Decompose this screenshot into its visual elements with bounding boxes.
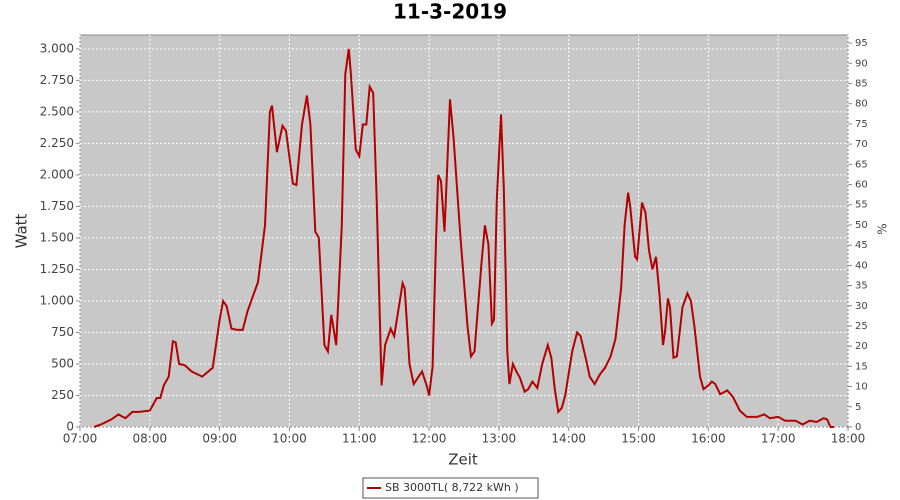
y2-tick-label: 55 bbox=[855, 200, 868, 211]
y-tick-label: 500 bbox=[51, 356, 74, 370]
y2-tick-label: 10 bbox=[855, 382, 868, 393]
y-tick-label: 750 bbox=[51, 325, 74, 339]
y2-tick-label: 35 bbox=[855, 281, 868, 292]
y-tick-label: 1.000 bbox=[40, 293, 74, 307]
plot-area bbox=[79, 34, 849, 428]
x-tick-label: 15:00 bbox=[621, 432, 656, 446]
y2-tick-label: 50 bbox=[855, 220, 868, 231]
chart-title: 11-3-2019 bbox=[393, 0, 507, 24]
y2-tick-label: 95 bbox=[855, 38, 868, 49]
y2-tick-label: 90 bbox=[855, 58, 868, 69]
y2-tick-label: 45 bbox=[855, 240, 868, 251]
y-tick-label: 1.250 bbox=[40, 262, 74, 276]
y-tick-label: 1.500 bbox=[40, 230, 74, 244]
y2-tick-label: 65 bbox=[855, 159, 868, 170]
y2-tick-label: 70 bbox=[855, 139, 868, 150]
y-tick-label: 0 bbox=[66, 420, 74, 434]
x-tick-label: 10:00 bbox=[272, 432, 307, 446]
x-axis-label: Zeit bbox=[448, 451, 478, 469]
y2-tick-label: 0 bbox=[855, 422, 861, 433]
x-tick-label: 16:00 bbox=[691, 432, 726, 446]
legend-label: SB 3000TL( 8,722 kWh ) bbox=[385, 481, 519, 494]
y2-tick-label: 40 bbox=[855, 260, 868, 271]
x-tick-label: 13:00 bbox=[482, 432, 517, 446]
y-tick-label: 2.250 bbox=[40, 136, 74, 150]
y2-tick-label: 20 bbox=[855, 341, 868, 352]
y2-tick-label: 85 bbox=[855, 78, 868, 89]
x-tick-label: 12:00 bbox=[412, 432, 447, 446]
x-tick-label: 17:00 bbox=[761, 432, 796, 446]
y-tick-label: 3.000 bbox=[40, 41, 74, 55]
y-tick-label: 1.750 bbox=[40, 199, 74, 213]
data-line bbox=[93, 48, 834, 428]
x-tick-label: 07:00 bbox=[63, 432, 98, 446]
y-axis-label: Watt bbox=[13, 213, 31, 248]
y2-tick-label: 5 bbox=[855, 402, 861, 413]
y-tick-label: 2.500 bbox=[40, 104, 74, 118]
y2-tick-label: 15 bbox=[855, 361, 868, 372]
y2-tick-label: 80 bbox=[855, 99, 868, 110]
x-tick-label: 18:00 bbox=[831, 432, 866, 446]
y2-axis-label: % bbox=[876, 223, 890, 234]
x-tick-label: 09:00 bbox=[202, 432, 237, 446]
y-tick-label: 2.750 bbox=[40, 73, 74, 87]
y2-tick-label: 60 bbox=[855, 180, 868, 191]
y2-tick-label: 75 bbox=[855, 119, 868, 130]
x-tick-label: 08:00 bbox=[133, 432, 168, 446]
y2-tick-label: 30 bbox=[855, 301, 868, 312]
x-tick-label: 14:00 bbox=[551, 432, 586, 446]
y-tick-label: 2.000 bbox=[40, 167, 74, 181]
y-tick-label: 250 bbox=[51, 388, 74, 402]
legend-box bbox=[362, 477, 539, 499]
y2-tick-label: 25 bbox=[855, 321, 868, 332]
x-tick-label: 11:00 bbox=[342, 432, 377, 446]
